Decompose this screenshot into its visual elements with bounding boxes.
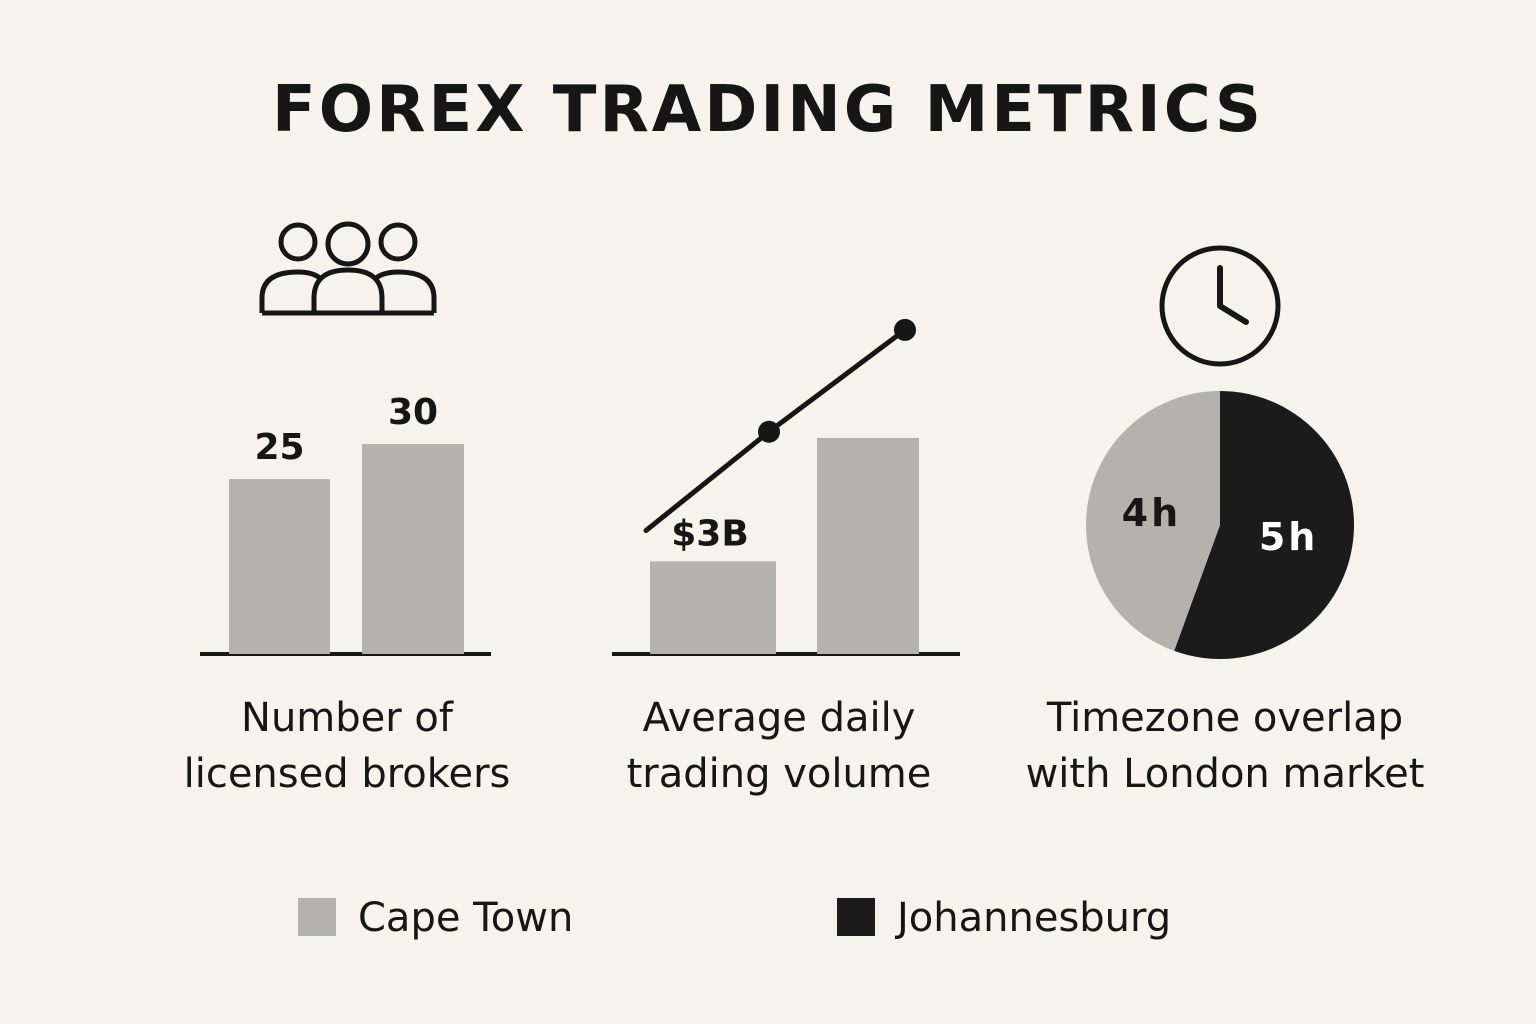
caption-line: Average daily — [642, 695, 916, 741]
data-label: 25 — [254, 427, 304, 468]
pie-label: 5h — [1259, 515, 1319, 559]
trend-point — [894, 318, 916, 341]
page-title: FOREX TRADING METRICS — [272, 73, 1264, 147]
data-label: 30 — [388, 392, 438, 433]
pie-slice — [1085, 391, 1220, 651]
bar — [650, 561, 776, 654]
caption-line: trading volume — [626, 751, 932, 797]
chart-caption-timezone: Timezone overlap with London market — [1015, 690, 1435, 802]
bar — [229, 479, 330, 654]
pie-slice — [1174, 391, 1354, 659]
legend-item-cape-town: Cape Town — [298, 890, 618, 946]
pie-label: 4h — [1122, 491, 1182, 535]
data-label: $3B — [671, 513, 749, 554]
legend-swatch — [837, 898, 875, 936]
chart-caption-volume: Average daily trading volume — [569, 690, 989, 802]
trend-point — [758, 420, 780, 443]
caption-line: Number of — [241, 695, 453, 741]
bar — [362, 444, 464, 654]
clock-icon — [1159, 245, 1281, 367]
caption-line: licensed brokers — [183, 751, 511, 797]
legend-swatch — [298, 898, 336, 936]
legend-item-johannesburg: Johannesburg — [837, 890, 1217, 946]
legend-label: Cape Town — [358, 895, 574, 941]
legend-label: Johannesburg — [897, 895, 1172, 941]
caption-line: Timezone overlap — [1046, 695, 1404, 741]
people-group-icon — [259, 221, 437, 316]
caption-line: with London market — [1025, 751, 1425, 797]
bar — [817, 437, 919, 654]
chart-caption-brokers: Number of licensed brokers — [137, 690, 557, 802]
